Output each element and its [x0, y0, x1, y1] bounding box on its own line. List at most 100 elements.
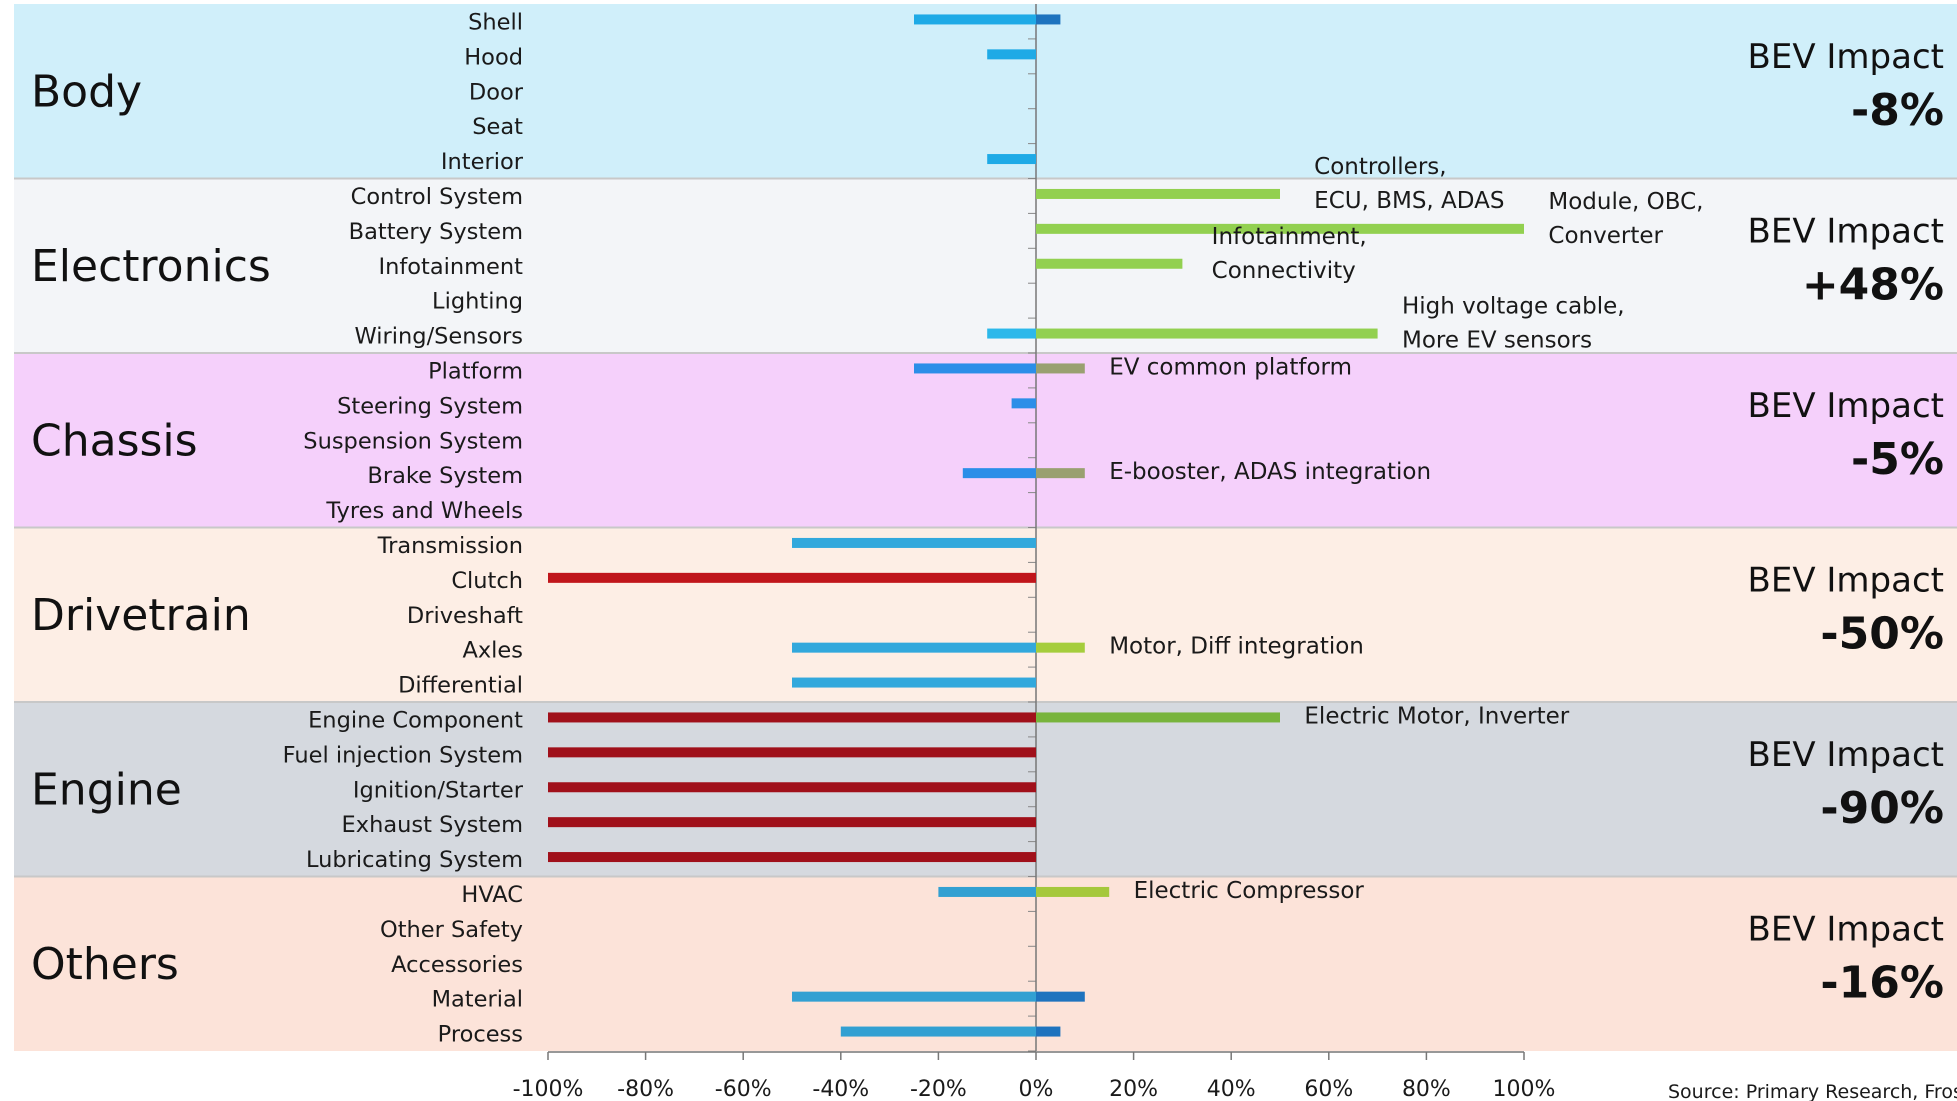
annotation-text: Motor, Diff integration: [1109, 634, 1364, 660]
bev-impact-value: +48%: [1802, 260, 1944, 311]
annotation-text: EV common platform: [1109, 354, 1352, 380]
row-label: Brake System: [367, 463, 523, 489]
row-label: HVAC: [461, 882, 523, 908]
bar: [792, 642, 1036, 653]
labels: Body BEV Impact -8% Shell Hood Door Seat Interi…: [31, 9, 1944, 1101]
bar: [792, 991, 1036, 1002]
row-label: Infotainment: [378, 254, 523, 280]
bar: [1036, 363, 1085, 374]
category-label: Body: [31, 66, 142, 117]
row-label: Clutch: [451, 568, 523, 594]
row-label: Driveshaft: [407, 603, 523, 629]
row-label: Accessories: [391, 952, 523, 978]
bev-impact-value: -90%: [1820, 783, 1944, 834]
x-tick-label: 20%: [1109, 1077, 1158, 1101]
bar: [1036, 188, 1280, 199]
row-label: Ignition/Starter: [353, 777, 524, 803]
group-band-drivetrain: [14, 527, 1957, 702]
bar: [548, 852, 1036, 863]
row-label: Material: [432, 987, 523, 1013]
bars: [548, 14, 1524, 1037]
group-band-electronics: [14, 178, 1957, 353]
row-label: Lighting: [432, 289, 523, 315]
row-label: Suspension System: [303, 428, 523, 454]
bar: [1036, 14, 1061, 25]
group-backgrounds: [14, 4, 1957, 1051]
row-label: Control System: [351, 184, 523, 210]
row-label: Seat: [472, 114, 523, 140]
annotation-text: More EV sensors: [1402, 328, 1592, 354]
bar: [548, 747, 1036, 758]
bar: [1036, 991, 1085, 1002]
category-label: Chassis: [31, 415, 198, 466]
bev-impact-label: BEV Impact: [1748, 910, 1944, 950]
bev-impact-value: -5%: [1851, 434, 1944, 485]
bev-impact-label: BEV Impact: [1748, 212, 1944, 252]
bev-impact-label: BEV Impact: [1748, 735, 1944, 775]
bar: [792, 537, 1036, 548]
row-label: Fuel injection System: [283, 742, 523, 768]
bar: [987, 49, 1036, 60]
bar: [548, 712, 1036, 723]
row-label: Platform: [428, 358, 523, 384]
bar: [1036, 328, 1378, 339]
row-label: Lubricating System: [306, 847, 523, 873]
bar: [548, 817, 1036, 828]
bar: [987, 328, 1036, 339]
annotation-text: Module, OBC,: [1548, 189, 1703, 215]
annotation-text: High voltage cable,: [1402, 294, 1625, 320]
bev-impact-value: -8%: [1851, 85, 1944, 136]
bar: [1011, 398, 1036, 409]
row-label: Steering System: [337, 393, 523, 419]
row-label: Interior: [441, 149, 524, 175]
bar: [1036, 712, 1280, 723]
x-tick-label: 100%: [1493, 1077, 1556, 1101]
annotation-text: Converter: [1548, 223, 1663, 249]
annotation-text: E-booster, ADAS integration: [1109, 459, 1431, 485]
bar: [1036, 258, 1183, 269]
group-band-others: [14, 876, 1957, 1051]
bar: [792, 677, 1036, 688]
bar: [1036, 223, 1524, 234]
row-label: Door: [469, 79, 524, 105]
row-label: Wiring/Sensors: [355, 324, 523, 350]
x-tick-label: 80%: [1402, 1077, 1451, 1101]
row-label: Battery System: [349, 219, 523, 245]
bar: [962, 468, 1036, 479]
bar: [1036, 1026, 1061, 1037]
row-label: Process: [438, 1022, 523, 1048]
category-label: Drivetrain: [31, 590, 251, 641]
group-band-chassis: [14, 353, 1957, 528]
group-band-body: [14, 4, 1957, 179]
bev-impact-label: BEV Impact: [1748, 561, 1944, 601]
axes: [547, 4, 1525, 1060]
bar: [1036, 468, 1085, 479]
row-label: Other Safety: [380, 917, 523, 943]
category-label: Engine: [31, 764, 182, 815]
x-tick-label: -60%: [715, 1077, 772, 1101]
annotation-text: Controllers,: [1314, 154, 1446, 180]
row-label: Exhaust System: [342, 812, 523, 838]
category-label: Others: [31, 939, 179, 990]
bar: [938, 886, 1036, 897]
x-tick-label: -80%: [617, 1077, 674, 1101]
row-label: Axles: [462, 638, 523, 664]
bar: [987, 154, 1036, 165]
x-tick-label: 0%: [1019, 1077, 1054, 1101]
bar: [1036, 642, 1085, 653]
annotation-text: Infotainment,: [1212, 224, 1367, 250]
annotation-text: Electric Compressor: [1134, 878, 1365, 904]
bar: [840, 1026, 1036, 1037]
bar: [914, 14, 1036, 25]
x-tick-label: 40%: [1207, 1077, 1256, 1101]
bar: [914, 363, 1036, 374]
x-tick-label: -100%: [513, 1077, 584, 1101]
row-label: Engine Component: [308, 707, 523, 733]
bev-impact-label: BEV Impact: [1748, 386, 1944, 426]
bar: [1036, 886, 1110, 897]
source-note: Source: Primary Research, Fros: [1668, 1081, 1957, 1101]
bev-impact-value: -16%: [1820, 958, 1944, 1009]
category-label: Electronics: [31, 241, 271, 292]
bar: [548, 572, 1036, 583]
